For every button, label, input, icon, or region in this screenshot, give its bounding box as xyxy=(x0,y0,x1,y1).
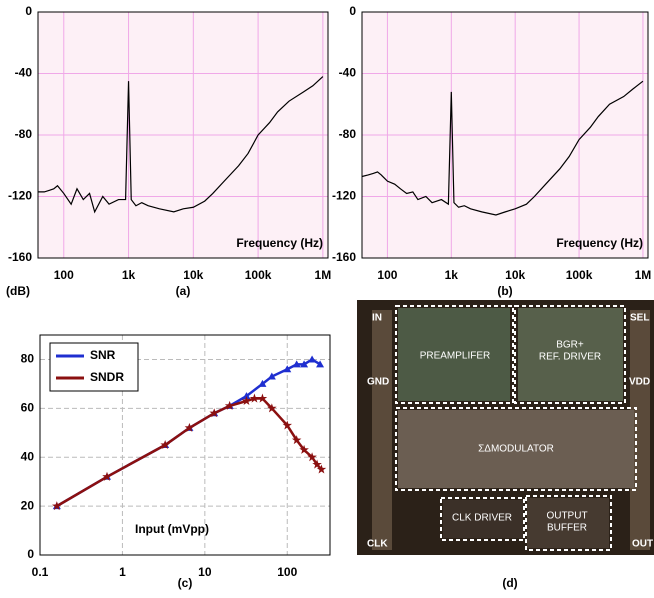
caption: (c) xyxy=(178,576,193,590)
caption: (d) xyxy=(502,576,517,590)
marker xyxy=(267,403,277,413)
y-tick-label: 0 xyxy=(25,4,32,18)
x-tick-label: 10k xyxy=(505,268,525,282)
y-tick-label: -120 xyxy=(8,189,32,203)
data-line xyxy=(361,80,644,216)
y-tick-label: 60 xyxy=(21,401,35,415)
x-tick-label: 100k xyxy=(245,268,272,282)
y-tick-label: 20 xyxy=(21,498,35,512)
block-outline xyxy=(525,495,612,551)
y-tick-label: -160 xyxy=(8,250,32,264)
block-label: OUTPUT xyxy=(546,511,587,522)
marker xyxy=(267,372,276,380)
x-tick-label: 1M xyxy=(315,268,332,282)
caption: (a) xyxy=(176,284,191,298)
die-photo: PREAMPLIFER BGR+ REF. DRIVER ΣΔMODULATOR… xyxy=(357,300,654,590)
y-tick-label: -120 xyxy=(332,189,356,203)
y-tick-label: 0 xyxy=(27,547,34,561)
marker xyxy=(292,360,301,368)
x-tick-label: 1k xyxy=(122,268,136,282)
x-tick-label: 0.1 xyxy=(32,565,49,579)
marker xyxy=(242,392,251,400)
x-tick-label: 1M xyxy=(635,268,652,282)
marker xyxy=(282,420,293,430)
marker xyxy=(316,464,327,474)
plot-frame xyxy=(39,334,331,556)
y-tick-label: -160 xyxy=(332,250,356,264)
marker xyxy=(312,459,322,469)
x-tick-label: 1 xyxy=(119,565,126,579)
annotation: Input (mVpp) xyxy=(135,522,209,536)
legend-label: SNR xyxy=(90,348,116,362)
annotation: Frequency (Hz) xyxy=(236,236,323,250)
marker xyxy=(283,365,292,373)
pin-label: IN xyxy=(372,313,382,324)
marker xyxy=(258,379,267,387)
block-outline xyxy=(395,305,514,404)
marker xyxy=(224,400,235,410)
y-tick-label: 80 xyxy=(21,352,35,366)
marker xyxy=(291,435,302,445)
y-tick-label: -40 xyxy=(339,66,357,80)
block-label: BUFFER xyxy=(547,523,587,534)
x-tick-label: 100 xyxy=(277,565,297,579)
x-tick-label: 10 xyxy=(198,565,212,579)
marker xyxy=(308,355,317,363)
plot-frame xyxy=(37,11,329,259)
block-outline xyxy=(514,305,626,404)
legend-label: SNDR xyxy=(90,370,124,384)
block-label: PREAMPLIFER xyxy=(420,351,491,362)
x-tick-label: 100 xyxy=(54,268,74,282)
block-label: ΣΔMODULATOR xyxy=(478,444,554,455)
pin-label: OUT xyxy=(632,539,653,550)
marker xyxy=(257,393,268,403)
marker xyxy=(160,440,170,450)
block-area xyxy=(518,308,623,401)
y-axis-label: (dB) xyxy=(6,284,30,298)
block-area xyxy=(527,498,609,548)
x-tick-label: 1k xyxy=(445,268,459,282)
pin-label: SEL xyxy=(630,313,649,324)
pad-column xyxy=(372,310,392,550)
y-tick-label: -80 xyxy=(15,127,33,141)
marker xyxy=(299,444,309,454)
legend-box xyxy=(49,342,139,392)
block-label: BGR+ xyxy=(556,340,584,351)
block-area xyxy=(398,410,634,488)
x-tick-label: 10k xyxy=(183,268,203,282)
caption: (b) xyxy=(497,284,512,298)
marker xyxy=(52,501,62,511)
x-tick-label: 100k xyxy=(566,268,593,282)
annotation: Frequency (Hz) xyxy=(556,236,643,250)
plot-frame xyxy=(361,11,649,259)
x-tick-label: 100 xyxy=(377,268,397,282)
y-tick-label: -80 xyxy=(339,127,357,141)
marker xyxy=(249,393,260,403)
block-label: REF. DRIVER xyxy=(539,352,601,363)
data-line xyxy=(56,397,323,508)
block-area xyxy=(398,308,510,401)
marker xyxy=(307,452,317,462)
marker xyxy=(102,471,112,481)
y-tick-label: -40 xyxy=(15,66,33,80)
block-outline xyxy=(395,407,637,491)
marker xyxy=(316,360,325,368)
pin-label: VDD xyxy=(629,377,650,388)
marker xyxy=(241,396,252,406)
block-area xyxy=(443,500,523,538)
y-tick-label: 40 xyxy=(21,449,35,463)
pin-label: CLK xyxy=(367,539,388,550)
data-line xyxy=(38,76,324,214)
marker xyxy=(300,360,309,368)
marker xyxy=(209,408,219,418)
marker xyxy=(184,422,195,432)
block-label: CLK DRIVER xyxy=(452,513,512,524)
y-tick-label: 0 xyxy=(349,4,356,18)
pin-label: GND xyxy=(367,377,389,388)
